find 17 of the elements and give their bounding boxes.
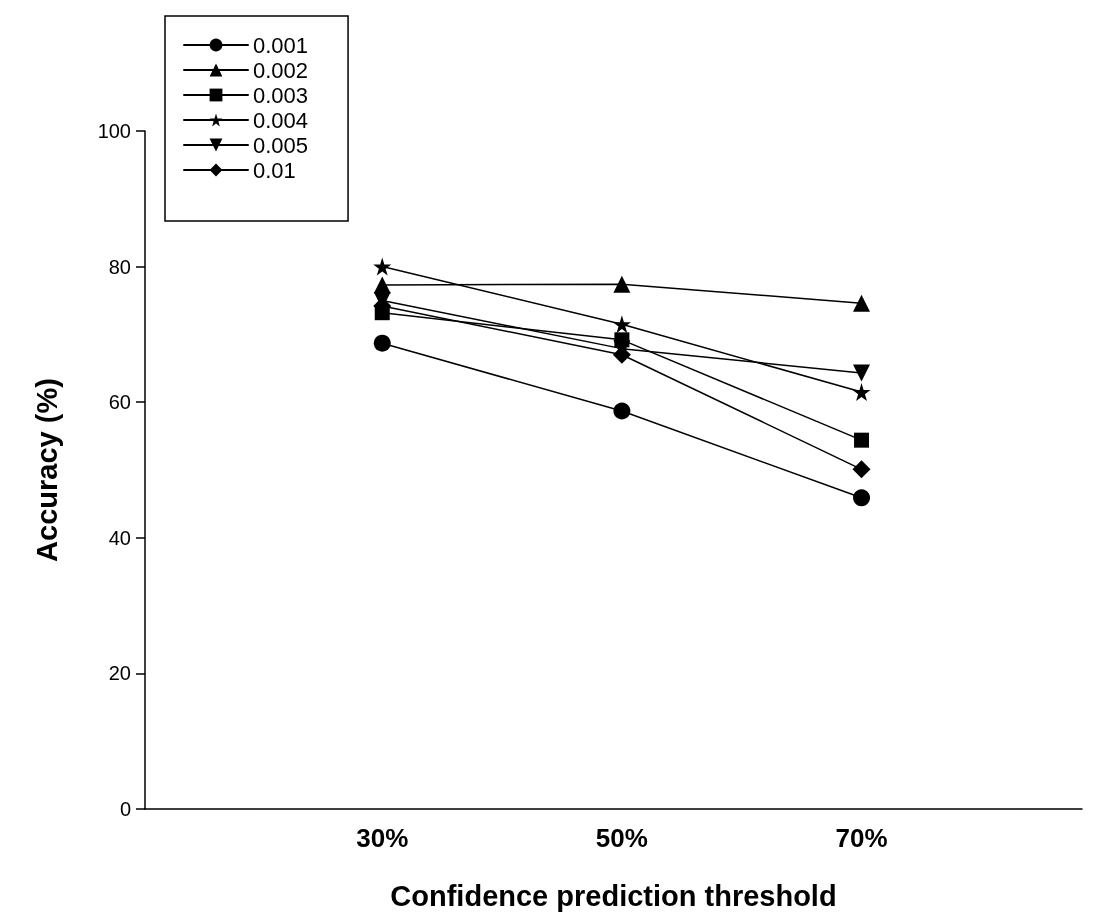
y-tick-label: 80 [108, 255, 131, 278]
legend-label: 0.004 [253, 107, 309, 133]
y-tick-label: 100 [97, 120, 131, 142]
y-tick-label: 60 [108, 391, 131, 414]
x-axis-title: Confidence prediction threshold [390, 879, 837, 912]
x-tick-label: 50% [595, 823, 648, 853]
y-tick-label: 20 [108, 662, 131, 685]
y-tick-label: 40 [108, 526, 131, 549]
legend-label: 0.003 [253, 82, 309, 108]
legend-label: 0.01 [253, 157, 296, 183]
legend-label: 0.005 [253, 132, 309, 158]
x-tick-label: 30% [356, 823, 409, 853]
y-axis-title: Accuracy (%) [30, 378, 63, 562]
x-tick-label: 70% [835, 823, 888, 853]
legend-label: 0.002 [253, 57, 309, 83]
legend-label: 0.001 [253, 32, 309, 58]
y-tick-label: 0 [119, 798, 131, 820]
